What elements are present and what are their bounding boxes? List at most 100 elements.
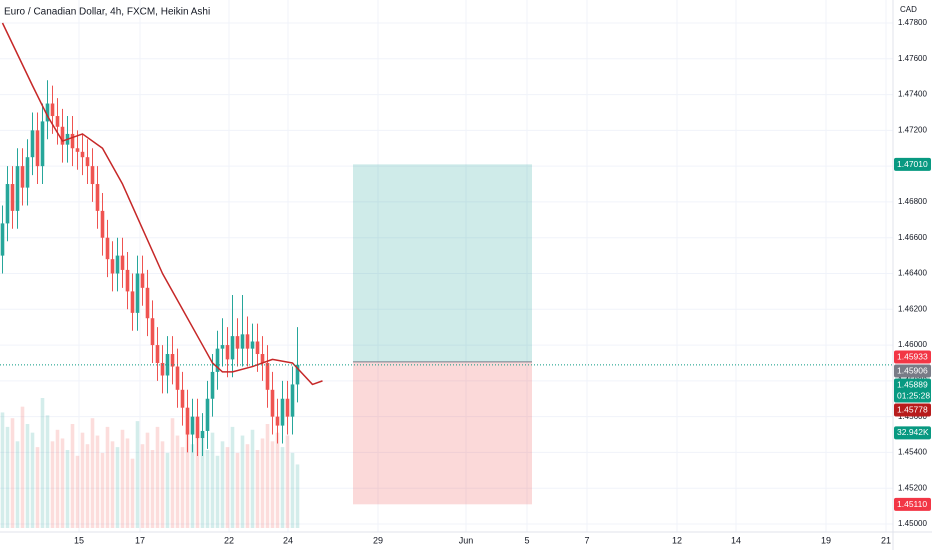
candle-body: [190, 416, 195, 435]
volume-bar: [85, 444, 90, 528]
candle-body: [5, 184, 10, 224]
candle-body: [185, 407, 190, 435]
candle-body: [75, 148, 80, 152]
x-tick-label: 7: [584, 535, 589, 545]
volume-bar: [105, 426, 110, 528]
volume-bar: [230, 426, 235, 528]
axes: 1.478001.476001.474001.472001.470001.468…: [74, 18, 931, 545]
candle-body: [220, 345, 225, 349]
volume-bar: [130, 458, 135, 528]
x-tick-label: 21: [881, 535, 891, 545]
volume-bar: [140, 444, 145, 528]
candle-body: [200, 430, 205, 439]
volume-bar: [290, 452, 295, 528]
volume-bar: [185, 429, 190, 528]
candle-body: [80, 151, 85, 158]
volume-bar: [135, 421, 140, 528]
candle-body: [55, 116, 60, 127]
candle-body: [250, 341, 255, 349]
volume-bar: [60, 438, 65, 528]
volume-bar: [70, 424, 75, 528]
candle-body: [260, 354, 265, 363]
price-tag: [894, 378, 931, 403]
candle-body: [265, 362, 270, 390]
volume-bar: [220, 441, 225, 528]
volume-bar: [25, 424, 30, 528]
volume-bar: [250, 429, 255, 528]
volume-bar: [295, 464, 300, 528]
candle-body: [90, 166, 95, 185]
volume-bar: [255, 450, 260, 528]
candle-body: [120, 255, 125, 270]
volume-bar: [40, 398, 45, 528]
x-tick-label: 14: [731, 535, 741, 545]
candle-body: [165, 354, 170, 376]
candle-body: [270, 389, 275, 417]
volume-bar: [150, 450, 155, 528]
candle-body: [125, 269, 130, 292]
price-tag: [894, 403, 931, 417]
candle-body: [205, 398, 210, 431]
candle-body: [235, 336, 240, 349]
price-tag-countdown: 01:25:28: [897, 390, 930, 400]
price-tag-label: 1.45906: [897, 366, 928, 376]
volume-bar: [90, 418, 95, 528]
candle-body: [40, 121, 45, 167]
volume-bar: [115, 447, 120, 528]
candle-body: [85, 157, 90, 167]
candle-body: [280, 398, 285, 426]
volume-bar: [125, 438, 130, 528]
candle-body: [105, 237, 110, 260]
candle-body: [175, 366, 180, 390]
price-tag-label: 1.45110: [897, 499, 927, 509]
candle-body: [240, 334, 245, 349]
volume-bar: [55, 429, 60, 528]
candle-body: [60, 126, 65, 145]
volume-bar: [80, 432, 85, 528]
candle-body: [20, 166, 25, 188]
volume-bar: [215, 455, 220, 528]
volume-bar: [275, 432, 280, 528]
candle-body: [30, 130, 35, 158]
volume-bar: [5, 426, 10, 528]
price-tag: [894, 157, 931, 171]
candle-body: [180, 389, 185, 408]
volume-bar: [75, 455, 80, 528]
candle-body: [135, 273, 140, 313]
y-tick-label: 1.46600: [898, 233, 927, 242]
volume-bar: [190, 444, 195, 528]
candle-body: [130, 291, 135, 313]
volume-bar: [200, 438, 205, 528]
volume-bar: [280, 447, 285, 528]
volume-bar: [240, 435, 245, 528]
candle-body: [100, 210, 105, 238]
candle-body: [155, 345, 160, 363]
volume-bar: [35, 447, 40, 528]
candle-body: [225, 345, 230, 360]
price-tag: [894, 350, 931, 364]
volume-bar: [195, 424, 200, 528]
volume-bar: [245, 444, 250, 528]
candle-body: [15, 166, 20, 211]
currency: CAD: [900, 5, 917, 14]
volume-bar: [225, 447, 230, 528]
volume-bar: [270, 441, 275, 528]
price-tag-label: 1.47010: [897, 159, 928, 169]
y-tick-label: 1.46400: [898, 269, 927, 278]
y-tick-label: 1.47200: [898, 125, 927, 134]
x-tick-label: 12: [672, 535, 682, 545]
candle-body: [25, 157, 30, 188]
volume-bar: [65, 450, 70, 528]
price-tag-label: 1.45889: [897, 380, 928, 390]
volume-bar: [145, 432, 150, 528]
price-tag-label: 1.45778: [897, 405, 928, 415]
candle-body: [245, 334, 250, 349]
candle-body: [170, 354, 175, 367]
x-tick-label: 19: [821, 535, 831, 545]
plot: [0, 22, 893, 528]
x-tick-label: 5: [524, 535, 529, 545]
candle-body: [95, 184, 100, 211]
volume-bar: [235, 452, 240, 528]
candle-body: [45, 103, 50, 122]
